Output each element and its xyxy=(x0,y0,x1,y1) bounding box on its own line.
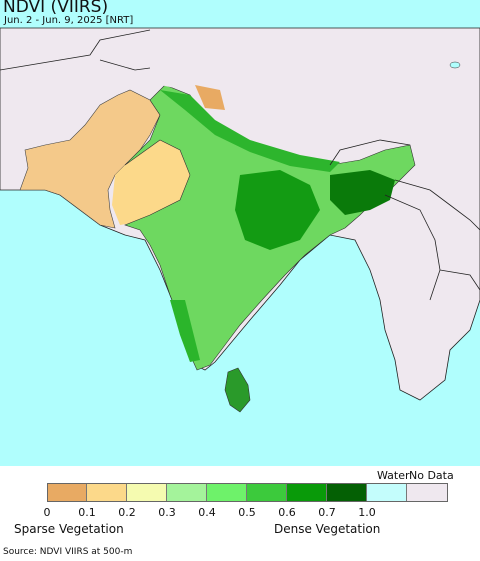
legend-swatch xyxy=(127,483,167,501)
legend-swatch xyxy=(47,483,87,501)
legend-tick-label: 1.0 xyxy=(358,506,376,519)
legend-swatch xyxy=(367,483,407,501)
dense-vegetation-northeast xyxy=(330,170,395,215)
legend-dense-label: Dense Vegetation xyxy=(274,522,381,536)
thar-region xyxy=(112,140,190,225)
map-subtitle: Jun. 2 - Jun. 9, 2025 [NRT] xyxy=(4,15,134,26)
country-borders xyxy=(0,29,480,301)
legend-tick-label: 0.2 xyxy=(118,506,136,519)
legend-water-label: Water xyxy=(377,469,410,482)
legend-tick-label: 0.7 xyxy=(318,506,336,519)
legend-sparse-label: Sparse Vegetation xyxy=(14,522,124,536)
legend-tick-label: 0 xyxy=(43,506,51,519)
lake xyxy=(449,61,461,69)
legend-swatch xyxy=(207,483,247,501)
arid-west-region xyxy=(19,89,161,229)
legend-tick-label: 0.3 xyxy=(158,506,176,519)
himalaya-belt xyxy=(160,90,340,172)
legend-tick-label: 0.6 xyxy=(278,506,296,519)
legend-swatch xyxy=(167,483,207,501)
legend-swatch xyxy=(327,483,367,501)
legend-tick-label: 0.5 xyxy=(238,506,256,519)
map-title: NDVI (VIIRS) xyxy=(3,0,109,17)
source-note: Source: NDVI VIIRS at 500-m xyxy=(3,547,133,557)
legend-tick-label: 0.1 xyxy=(78,506,96,519)
ndvi-map xyxy=(0,0,480,466)
dense-vegetation-east xyxy=(235,170,320,250)
legend-swatch xyxy=(407,483,448,501)
legend-nodata-label: No Data xyxy=(409,469,454,482)
ladakh-arid xyxy=(195,85,225,110)
legend-swatch xyxy=(87,483,127,501)
legend-tick-label: 0.4 xyxy=(198,506,216,519)
dense-vegetation-western-ghats xyxy=(170,300,200,362)
legend-swatch xyxy=(287,483,327,501)
sri-lanka xyxy=(224,367,251,413)
legend-swatch xyxy=(247,483,287,501)
